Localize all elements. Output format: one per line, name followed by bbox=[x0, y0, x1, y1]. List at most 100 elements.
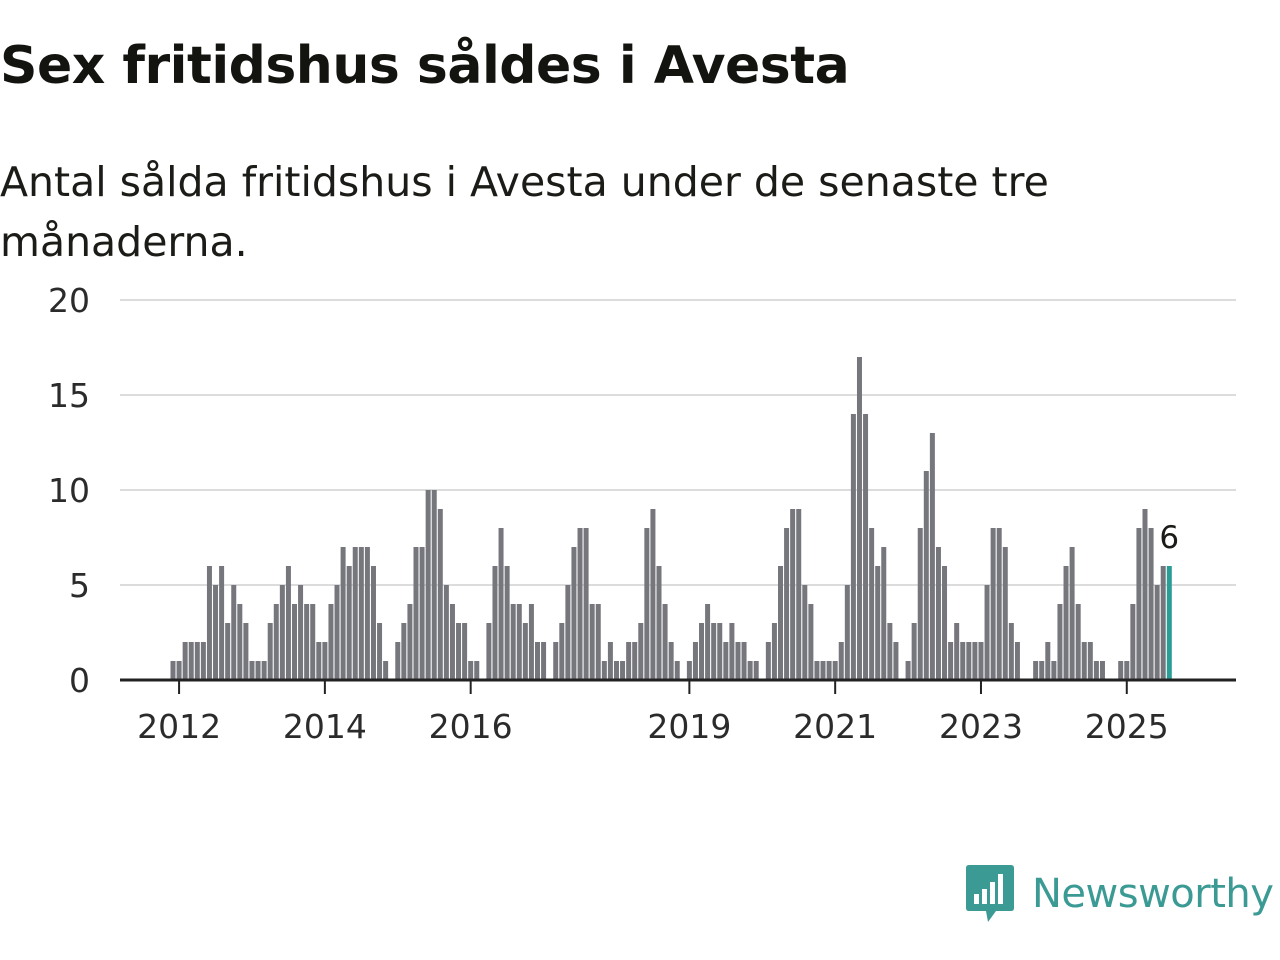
bar bbox=[662, 604, 668, 680]
bar bbox=[206, 566, 212, 680]
y-axis-ticks: 0 5 10 15 20 bbox=[48, 281, 90, 700]
bar bbox=[711, 623, 717, 680]
bar bbox=[516, 604, 522, 680]
bar bbox=[510, 604, 516, 680]
brand-name: Newsworthy bbox=[1032, 871, 1274, 917]
bar bbox=[954, 623, 960, 680]
x-tick-label: 2016 bbox=[429, 707, 513, 746]
bar bbox=[802, 585, 808, 680]
bar bbox=[541, 642, 547, 680]
bar bbox=[832, 661, 838, 680]
bar bbox=[650, 509, 656, 680]
bar bbox=[1130, 604, 1136, 680]
bar bbox=[881, 547, 887, 680]
bar bbox=[279, 585, 285, 680]
bar bbox=[1099, 661, 1105, 680]
bar bbox=[808, 604, 814, 680]
bar bbox=[346, 566, 352, 680]
bar bbox=[960, 642, 966, 680]
bar bbox=[383, 661, 389, 680]
bar bbox=[723, 642, 729, 680]
data-labels: 6 bbox=[1159, 520, 1179, 556]
bar bbox=[1063, 566, 1069, 680]
bar bbox=[304, 604, 310, 680]
bar bbox=[176, 661, 182, 680]
bar bbox=[1045, 642, 1051, 680]
bar bbox=[571, 547, 577, 680]
bar bbox=[796, 509, 802, 680]
bar bbox=[607, 642, 613, 680]
bar bbox=[814, 661, 820, 680]
bar bbox=[923, 471, 929, 680]
bar bbox=[498, 528, 504, 680]
bar bbox=[1087, 642, 1093, 680]
bar bbox=[310, 604, 316, 680]
bar bbox=[443, 585, 449, 680]
bar bbox=[601, 661, 607, 680]
bar bbox=[553, 642, 559, 680]
bar bbox=[395, 642, 401, 680]
x-tick-label: 2023 bbox=[939, 707, 1023, 746]
bar bbox=[449, 604, 455, 680]
bar bbox=[644, 528, 650, 680]
bar bbox=[632, 642, 638, 680]
bar bbox=[1148, 528, 1154, 680]
bar bbox=[401, 623, 407, 680]
bar bbox=[729, 623, 735, 680]
bar bbox=[911, 623, 917, 680]
bar bbox=[170, 661, 176, 680]
bar bbox=[340, 547, 346, 680]
y-tick-label: 5 bbox=[69, 566, 90, 605]
bar bbox=[850, 414, 856, 680]
bar bbox=[456, 623, 462, 680]
bar bbox=[474, 661, 480, 680]
bar bbox=[188, 642, 194, 680]
bar bbox=[778, 566, 783, 680]
bar bbox=[972, 642, 978, 680]
bar bbox=[243, 623, 249, 680]
bar bbox=[856, 357, 862, 680]
bar bbox=[753, 661, 759, 680]
bar bbox=[686, 661, 692, 680]
bar bbox=[1039, 661, 1045, 680]
bar bbox=[1124, 661, 1130, 680]
bar bbox=[1051, 661, 1057, 680]
bar bbox=[917, 528, 923, 680]
bar bbox=[535, 642, 540, 680]
bar-chart-speech-bubble-icon bbox=[966, 865, 1014, 922]
bar bbox=[1166, 566, 1172, 680]
y-tick-label: 20 bbox=[48, 281, 90, 320]
bar bbox=[790, 509, 796, 680]
bar bbox=[407, 604, 413, 680]
bar bbox=[364, 547, 370, 680]
bar bbox=[589, 604, 595, 680]
bar bbox=[966, 642, 972, 680]
bar bbox=[638, 623, 644, 680]
chart-subtitle: Antal sålda fritidshus i Avesta under de… bbox=[0, 158, 1049, 266]
bar bbox=[352, 547, 358, 680]
bar bbox=[292, 604, 297, 680]
bars bbox=[170, 357, 1172, 680]
bar bbox=[869, 528, 875, 680]
bar bbox=[322, 642, 328, 680]
bar bbox=[358, 547, 364, 680]
bar bbox=[1002, 547, 1008, 680]
bar bbox=[522, 623, 528, 680]
bar bbox=[978, 642, 984, 680]
bar bbox=[462, 623, 468, 680]
bar bbox=[1057, 604, 1063, 680]
bar bbox=[285, 566, 291, 680]
bar bbox=[826, 661, 832, 680]
bar bbox=[225, 623, 231, 680]
x-tick-label: 2014 bbox=[283, 707, 367, 746]
bar bbox=[705, 604, 711, 680]
bar bbox=[298, 585, 304, 680]
x-tick-label: 2021 bbox=[793, 707, 877, 746]
x-axis: 2012 2014 2016 2019 2021 2023 2025 bbox=[120, 678, 1236, 746]
bar bbox=[1033, 661, 1039, 680]
bar bbox=[577, 528, 583, 680]
bar bbox=[668, 642, 674, 680]
bar bbox=[316, 642, 322, 680]
bar bbox=[929, 433, 935, 680]
bar bbox=[219, 566, 225, 680]
